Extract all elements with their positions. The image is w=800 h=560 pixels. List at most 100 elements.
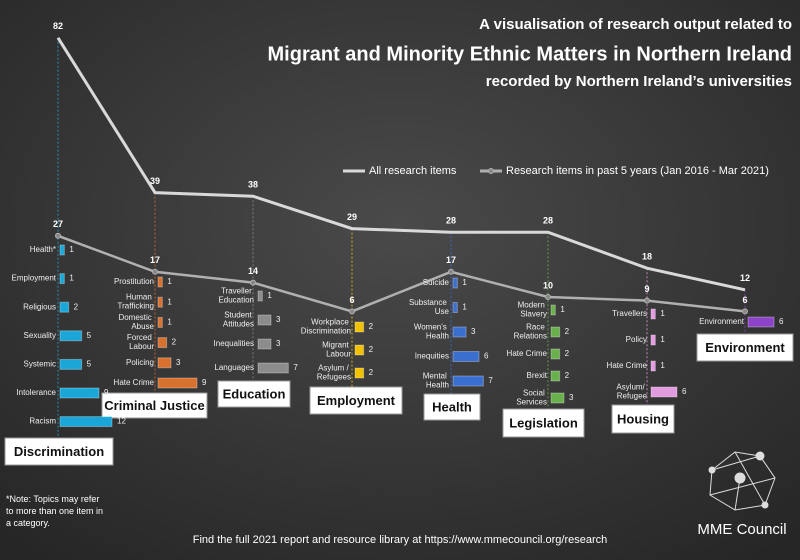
topic-label: Employment	[12, 274, 57, 283]
point-label: 39	[150, 176, 160, 186]
point	[152, 268, 158, 275]
bar-value: 2	[172, 338, 177, 347]
bar	[650, 308, 656, 320]
bar-value: 7	[488, 376, 493, 385]
point-label: 29	[347, 212, 357, 222]
note: *Note: Topics may refer to more than one…	[6, 494, 106, 528]
point	[448, 268, 454, 275]
bar	[59, 387, 100, 399]
topic-label: Hate Crime	[607, 361, 648, 370]
bar	[550, 392, 565, 404]
topic-label: Traveller Education	[218, 287, 254, 305]
bar-value: 5	[87, 360, 92, 369]
bar-value: 2	[369, 368, 374, 377]
topic-label: Systemic	[24, 360, 56, 369]
title-line: Migrant and Minority Ethnic Matters in N…	[268, 43, 792, 65]
point-label: 6	[349, 295, 354, 305]
bar-value: 9	[104, 388, 109, 397]
logo	[708, 451, 776, 511]
bar-value: 2	[369, 345, 374, 354]
bar	[59, 330, 83, 342]
point-label: 12	[740, 273, 750, 283]
bar-value: 1	[69, 245, 74, 254]
point-label: 28	[446, 216, 456, 226]
category-label: Education	[223, 386, 286, 401]
title-line: A visualisation of research output relat…	[479, 16, 792, 33]
bar-value: 1	[69, 274, 74, 283]
category-box	[502, 408, 585, 438]
bar	[157, 316, 163, 328]
bar	[452, 326, 467, 338]
topic-label: Modern Slavery	[518, 301, 547, 319]
bar	[157, 377, 198, 389]
bar	[550, 348, 561, 360]
bar	[257, 362, 289, 374]
point	[545, 294, 551, 300]
legend-marker	[488, 168, 494, 174]
point-label: 27	[53, 219, 63, 229]
bar	[550, 370, 561, 382]
bar	[59, 358, 83, 370]
bar-value: 1	[167, 318, 172, 327]
topic-label: Environment	[699, 317, 745, 326]
title-line: recorded by Northern Ireland’s universit…	[486, 73, 792, 90]
topic-label: Religious	[23, 302, 56, 311]
topic-label: Travellers	[612, 309, 647, 318]
point-label: 82	[53, 21, 63, 31]
topic-label: Policing	[126, 358, 154, 367]
bar-value: 1	[462, 303, 467, 312]
bar	[650, 334, 656, 346]
topic-label: Languages	[214, 363, 254, 372]
point-label: 14	[248, 266, 258, 276]
bar	[257, 314, 272, 326]
series-line	[56, 37, 746, 292]
bar	[452, 302, 458, 313]
topic-label: Prostitution	[114, 277, 154, 286]
bar-value: 3	[276, 315, 281, 324]
topic-label: Forced Labour	[127, 333, 154, 351]
bar	[157, 357, 172, 369]
bar-value: 3	[276, 339, 281, 348]
category-label: Environment	[705, 340, 785, 355]
topic-label: Policy	[626, 335, 647, 344]
point-label: 18	[642, 252, 652, 262]
point-label: 9	[644, 284, 649, 294]
bar-value: 1	[560, 305, 565, 314]
category-label: Housing	[617, 411, 669, 426]
bar-value: 3	[471, 327, 476, 336]
category-box	[4, 437, 114, 466]
bar	[157, 337, 168, 349]
point-label: 38	[248, 180, 258, 190]
bar-value: 1	[462, 278, 467, 287]
bar-value: 2	[369, 322, 374, 331]
topic-label: Intolerance	[16, 388, 56, 397]
topic-label: Asylum / Refugees	[317, 364, 351, 382]
bar-value: 9	[202, 378, 207, 387]
bar	[354, 367, 365, 379]
bar	[157, 276, 163, 288]
category-box	[309, 386, 403, 415]
bar-value: 1	[660, 309, 665, 318]
footer: Find the full 2021 report and resource l…	[193, 534, 608, 546]
topic-label: Hate Crime	[507, 349, 548, 358]
topic-label: Race Relations	[514, 323, 547, 341]
topic-label: Suicide	[423, 278, 450, 287]
bar	[257, 338, 272, 350]
topic-label: Inequities	[415, 352, 449, 361]
bar	[550, 304, 556, 316]
bar-value: 3	[569, 393, 574, 402]
point-label: 17	[150, 255, 160, 265]
bar	[452, 375, 484, 387]
bar-value: 2	[565, 349, 570, 358]
bar	[59, 416, 113, 428]
bar	[550, 326, 561, 338]
category-box	[423, 393, 481, 421]
bar	[650, 360, 656, 372]
point	[55, 232, 61, 239]
bar-value: 6	[682, 387, 687, 396]
bar	[354, 344, 365, 356]
topic-label: Migrant Labour	[322, 341, 351, 359]
topic-label: Inequalities	[214, 339, 254, 348]
point	[250, 279, 256, 286]
